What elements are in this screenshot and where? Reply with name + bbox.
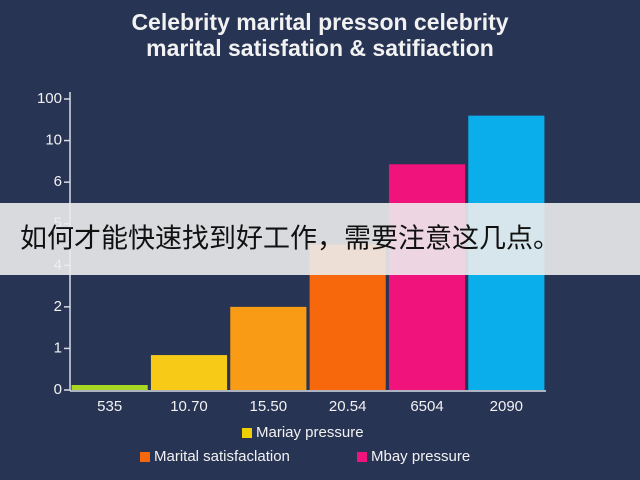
legend-swatch bbox=[242, 428, 252, 438]
x-tick-label: 2090 bbox=[490, 398, 523, 415]
legend: Mariay pressure Marital satisfaclation Mba… bbox=[140, 424, 470, 465]
bar bbox=[150, 355, 228, 390]
y-tick-label: 10 bbox=[45, 132, 62, 149]
y-tick-label: 100 bbox=[37, 90, 62, 107]
chart-title: Celebrity marital presson celebrity bbox=[131, 9, 508, 35]
y-tick-label: 6 bbox=[54, 173, 62, 190]
y-tick-label: 0 bbox=[54, 381, 62, 398]
legend-label: Mariay pressure bbox=[256, 424, 364, 441]
x-tick-label: 6504 bbox=[410, 398, 443, 415]
x-tick-label: 10.70 bbox=[170, 398, 208, 415]
bar bbox=[71, 385, 148, 390]
bar bbox=[388, 164, 466, 390]
y-tick-label: 2 bbox=[54, 298, 62, 315]
x-tick-label: 535 bbox=[97, 398, 122, 415]
legend-swatch bbox=[357, 452, 367, 462]
overlay-text: 如何才能快速找到好工作，需要注意这几点。 bbox=[20, 224, 560, 255]
overlay-banner bbox=[0, 203, 640, 275]
y-tick-label: 1 bbox=[54, 339, 62, 356]
chart-title: marital satisfation & satifiaction bbox=[146, 35, 494, 61]
x-tick-label: 15.50 bbox=[250, 398, 288, 415]
legend-swatch bbox=[140, 452, 150, 462]
x-tick-label: 20.54 bbox=[329, 398, 367, 415]
legend-label: Mbay pressure bbox=[371, 448, 470, 465]
legend-label: Marital satisfaclation bbox=[154, 448, 290, 465]
bar bbox=[230, 306, 307, 390]
